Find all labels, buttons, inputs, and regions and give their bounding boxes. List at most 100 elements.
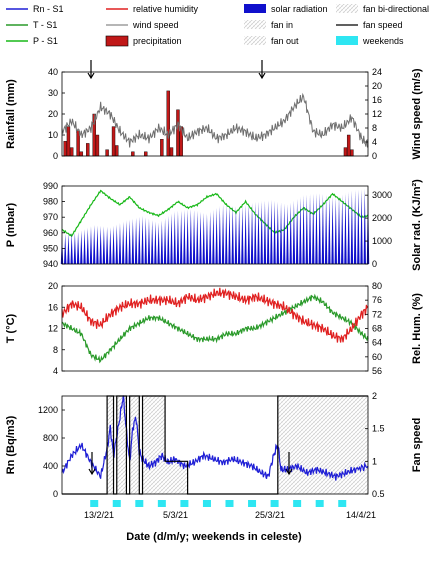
solar-bar xyxy=(308,194,312,264)
solar-bar xyxy=(286,204,289,264)
x-axis-label: Date (d/m/y; weekends in celeste) xyxy=(126,531,302,543)
solar-bar xyxy=(257,201,260,264)
panel-weather: 0 10 20 30 40 0 4 8 12 16 20 24 Rainfall (mm) Wind sp… xyxy=(5,67,423,161)
solar-bar xyxy=(295,198,299,264)
precip-bar xyxy=(350,149,354,157)
solar-bar xyxy=(363,188,366,264)
solar-bar xyxy=(225,204,228,264)
precip-bar xyxy=(166,90,170,157)
solar-bar xyxy=(134,217,138,264)
solar-bar xyxy=(150,219,154,264)
solar-bar xyxy=(173,211,176,264)
solar-bar xyxy=(299,197,302,264)
weekend-marker xyxy=(338,500,347,507)
y-tick-label: 20 xyxy=(48,109,58,119)
precip-bar xyxy=(111,126,116,157)
y-tick-label: 970 xyxy=(43,212,58,222)
x-tick-label-3: 14/4/21 xyxy=(346,510,376,520)
y2-tick-label: 20 xyxy=(372,81,382,91)
solar-bar xyxy=(305,194,308,264)
legend-swatch-fan-out xyxy=(244,36,266,45)
y2-axis-label: Solar rad. (KJ/m²) xyxy=(411,179,423,271)
precip-bar xyxy=(63,141,67,157)
precip-bar xyxy=(79,151,84,157)
weekend-marker xyxy=(135,500,144,507)
weekend-marker xyxy=(293,500,302,507)
solar-bar xyxy=(347,191,350,264)
solar-bar xyxy=(357,189,360,264)
fan-region xyxy=(107,396,114,494)
solar-bar xyxy=(241,205,244,264)
weekend-marker xyxy=(248,500,257,507)
solar-bar xyxy=(231,205,234,264)
solar-bar xyxy=(176,210,180,264)
solar-bar xyxy=(125,220,128,264)
solar-bar xyxy=(93,225,96,264)
legend-label-weekends: weekends xyxy=(362,36,404,46)
fan-region xyxy=(142,396,166,494)
solar-bar xyxy=(228,205,231,264)
y2-axis-label: Wind speed (m/s) xyxy=(411,68,423,159)
solar-bar xyxy=(64,233,67,264)
legend-label-p: P - S1 xyxy=(33,36,58,46)
legend-swatch-weekends xyxy=(336,36,358,45)
weekend-marker xyxy=(225,500,234,507)
solar-bar xyxy=(147,218,151,264)
legend-label-wind: wind speed xyxy=(132,20,179,30)
solar-bar xyxy=(234,206,238,264)
series-line-t-s1 xyxy=(61,293,369,364)
solar-bar xyxy=(360,189,363,264)
weekend-marker xyxy=(112,500,121,507)
precip-bar xyxy=(176,109,180,157)
y-tick-label: 0 xyxy=(53,489,58,499)
solar-bar xyxy=(279,202,283,264)
y2-tick-label: 16 xyxy=(372,95,382,105)
solar-bar xyxy=(102,226,106,264)
legend-label-rh: relative humidity xyxy=(133,4,199,14)
precip-bar xyxy=(131,151,135,157)
solar-bar xyxy=(260,201,263,264)
solar-bar xyxy=(273,200,276,264)
fan-region xyxy=(129,396,140,494)
y2-tick-label: 2 xyxy=(372,391,377,401)
y-tick-label: 10 xyxy=(48,130,58,140)
solar-bar xyxy=(167,215,170,264)
legend-swatch-solar xyxy=(244,4,266,13)
weekend-marker xyxy=(315,500,324,507)
precip-bar xyxy=(95,134,100,157)
precip-bar xyxy=(105,149,109,157)
solar-bar xyxy=(138,216,141,264)
solar-bar xyxy=(331,196,334,264)
precip-bar xyxy=(86,143,90,157)
solar-bar xyxy=(244,204,247,264)
solar-bar xyxy=(141,215,144,264)
solar-bar xyxy=(196,210,199,264)
y2-tick-label: 8 xyxy=(372,123,377,133)
solar-bar xyxy=(96,225,99,264)
legend-label-fan-out: fan out xyxy=(271,36,299,46)
series-line-relative-humidity xyxy=(61,287,369,343)
plot-frame xyxy=(61,185,369,265)
y-tick-label: 40 xyxy=(48,67,58,77)
y-tick-label: 980 xyxy=(43,197,58,207)
legend-label-solar: solar radiation xyxy=(271,4,328,14)
legend-swatch-fan-bi xyxy=(336,4,358,13)
y-tick-label: 950 xyxy=(43,243,58,253)
y-tick-label: 1200 xyxy=(38,405,58,415)
annotation-arrowhead xyxy=(258,72,266,80)
solar-bar xyxy=(118,223,122,264)
solar-bar xyxy=(192,209,196,264)
y2-tick-label: 0.5 xyxy=(372,489,385,499)
y-tick-label: 400 xyxy=(43,461,58,471)
y2-tick-label: 64 xyxy=(372,338,382,348)
solar-bar xyxy=(237,206,241,264)
y2-tick-label: 72 xyxy=(372,309,382,319)
panel-temperature: 4 8 12 16 20 56 60 64 68 72 76 80 T (°C) Rel. Hum. (%… xyxy=(5,281,423,376)
solar-bar xyxy=(73,232,77,264)
solar-bar xyxy=(341,194,344,264)
x-tick-label-0: 13/2/21 xyxy=(84,510,114,520)
solar-bar xyxy=(89,226,93,264)
solar-bar xyxy=(337,196,341,264)
y2-tick-label: 60 xyxy=(372,352,382,362)
fan-region xyxy=(277,396,368,494)
